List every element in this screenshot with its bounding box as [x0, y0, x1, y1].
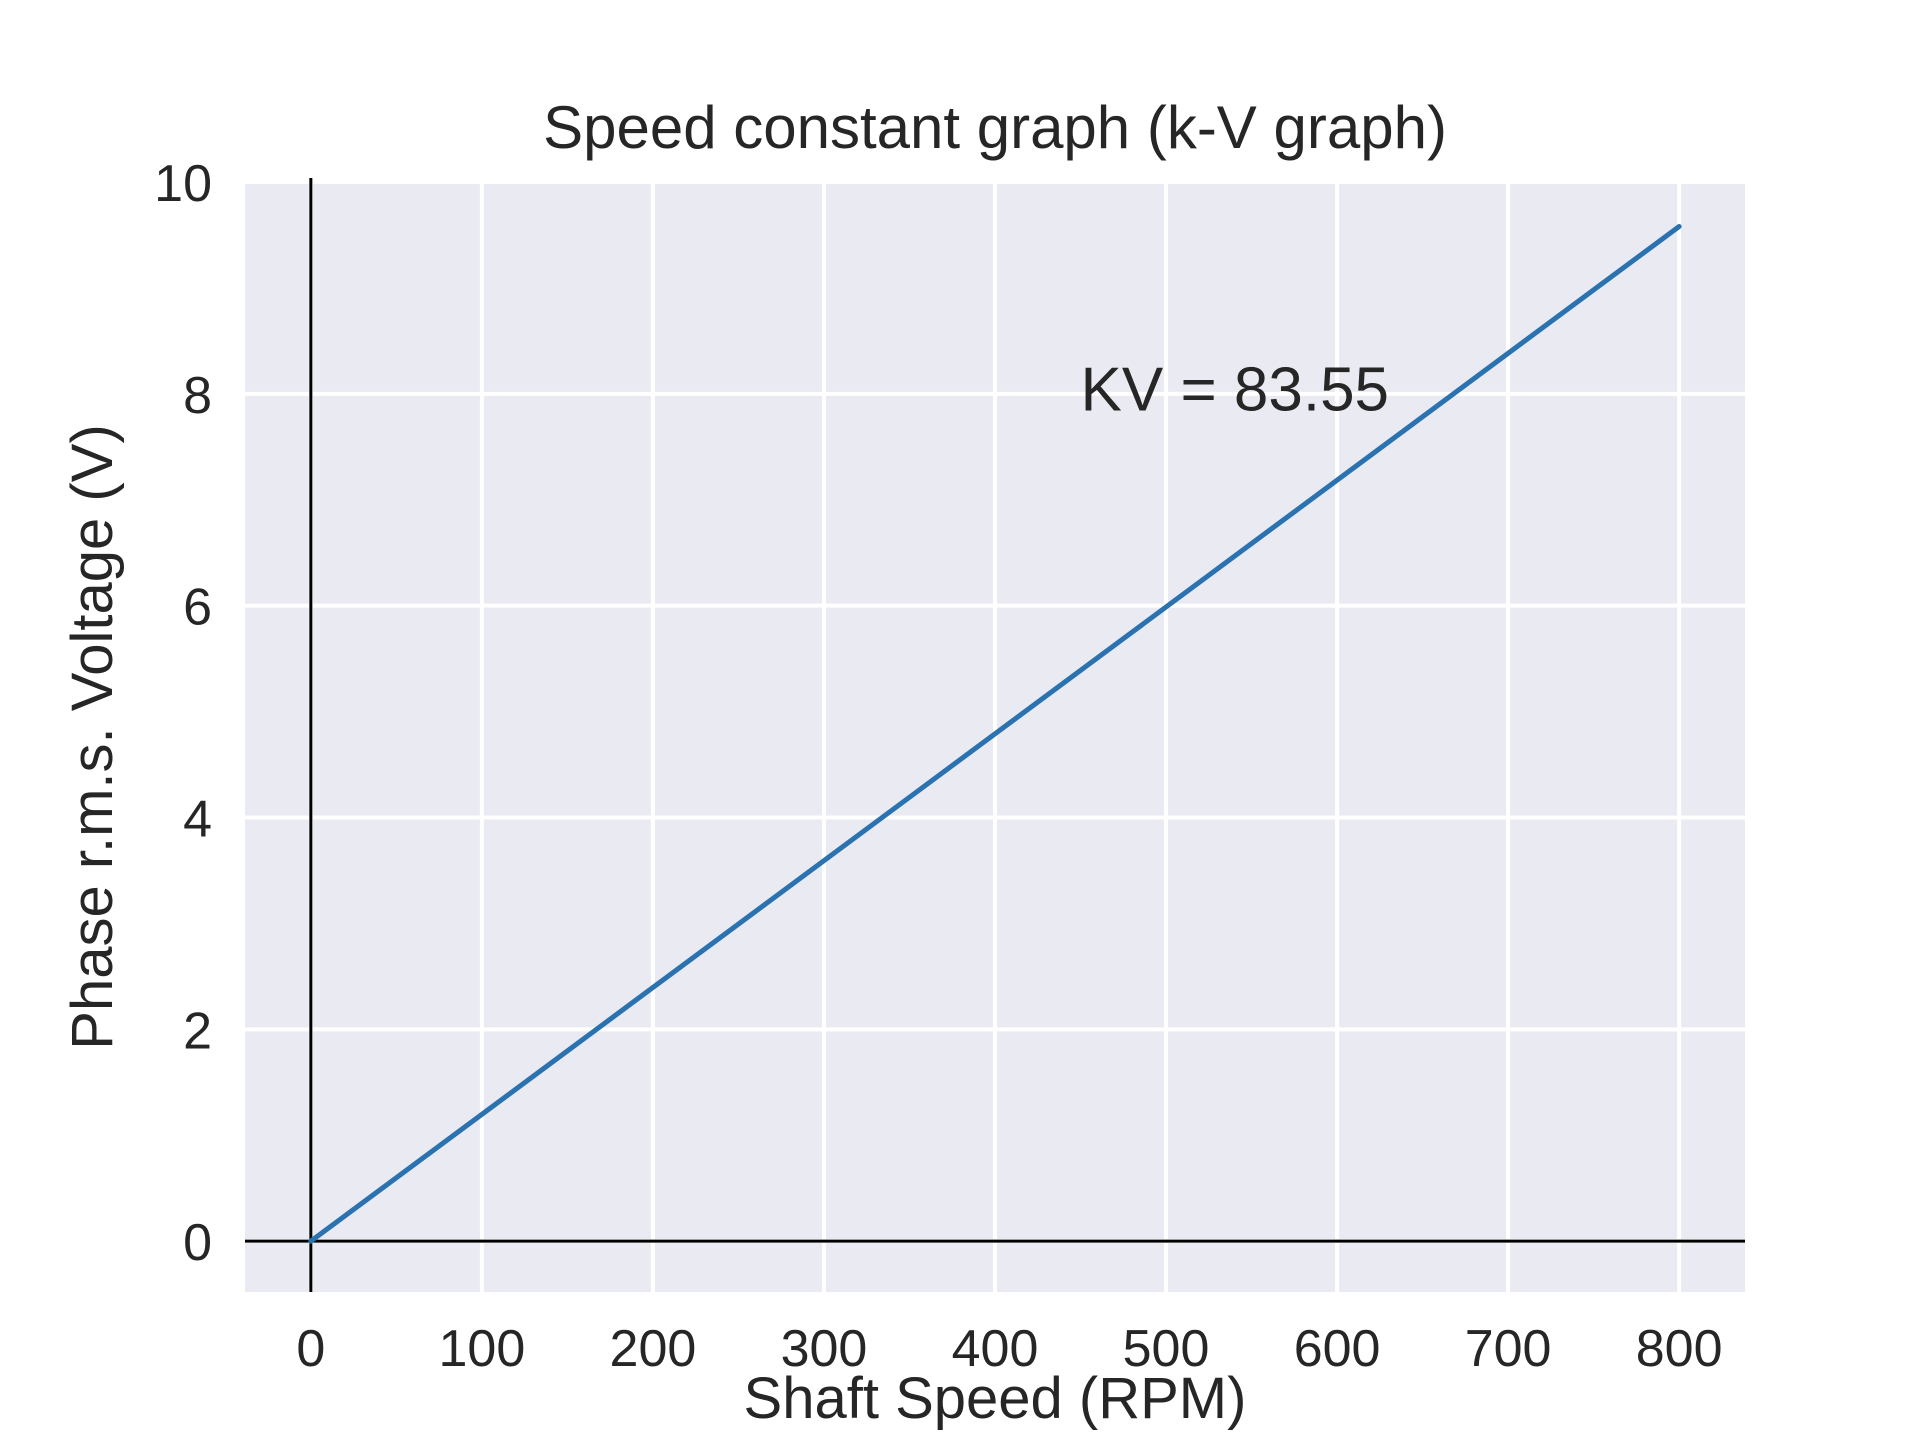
y-tick-label: 4 — [183, 790, 212, 848]
kv-annotation: KV = 83.55 — [1081, 356, 1390, 425]
y-tick-label: 2 — [183, 1002, 212, 1060]
chart-title: Speed constant graph (k-V graph) — [543, 94, 1447, 161]
x-tick-label: 300 — [781, 1320, 868, 1378]
x-tick-label: 100 — [439, 1320, 526, 1378]
y-tick-labels: 0 2 4 6 8 10 — [154, 155, 212, 1272]
y-tick-label: 8 — [183, 367, 212, 425]
x-tick-labels: 0 100 200 300 400 500 600 700 800 — [296, 1320, 1722, 1378]
series-line — [308, 223, 1682, 1244]
x-tick-label: 800 — [1636, 1320, 1723, 1378]
y-tick-label: 0 — [183, 1214, 212, 1272]
x-tick-label: 500 — [1123, 1320, 1210, 1378]
x-axis-label: Shaft Speed (RPM) — [744, 1366, 1247, 1431]
y-tick-label: 10 — [154, 155, 212, 213]
zero-lines — [245, 178, 1745, 1292]
x-tick-label: 600 — [1294, 1320, 1381, 1378]
y-axis-label: Phase r.m.s. Voltage (V) — [60, 424, 125, 1049]
x-tick-label: 200 — [610, 1320, 697, 1378]
annotations: KV = 83.55 — [1081, 356, 1390, 425]
x-tick-label: 700 — [1465, 1320, 1552, 1378]
series — [308, 223, 1682, 1244]
x-tick-label: 400 — [952, 1320, 1039, 1378]
y-tick-label: 6 — [183, 579, 212, 637]
x-tick-label: 0 — [296, 1320, 325, 1378]
